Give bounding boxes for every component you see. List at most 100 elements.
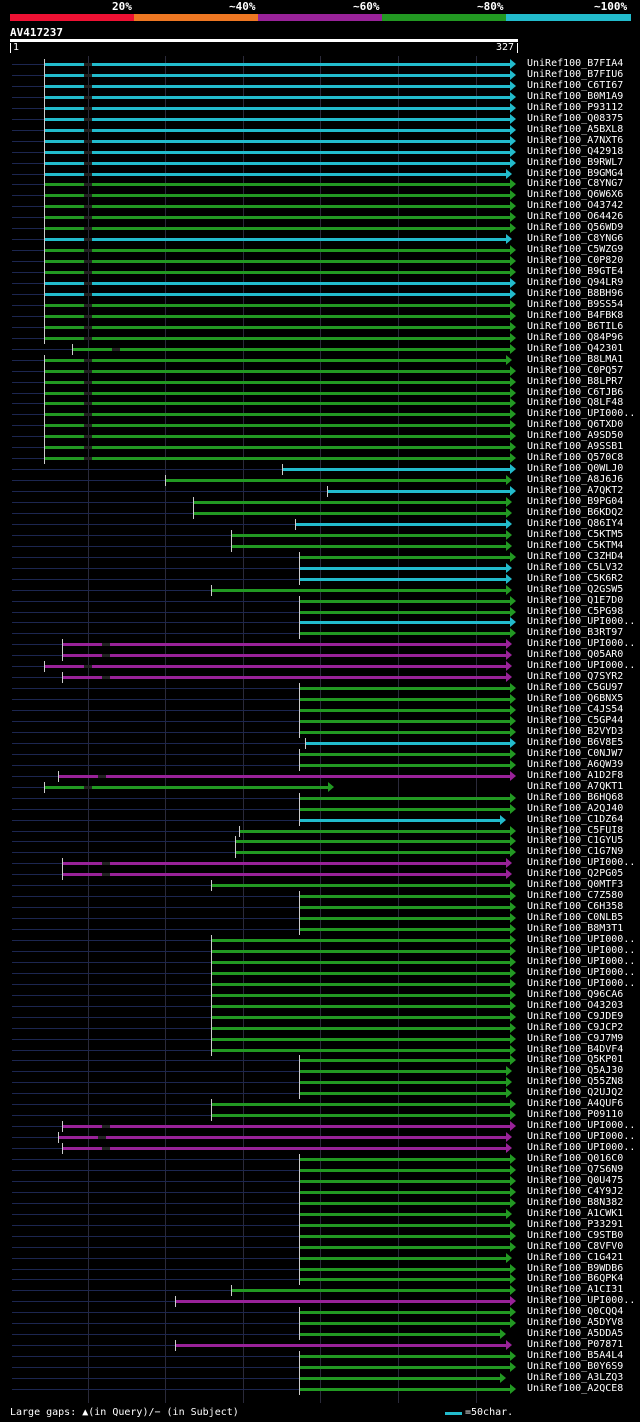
hit-row[interactable]: UniRef100_UPI000.. [0, 857, 640, 869]
hit-label[interactable]: UniRef100_C4Y9J2 [527, 1186, 624, 1197]
hit-alignment-bar[interactable] [211, 961, 510, 964]
hit-alignment-bar[interactable] [299, 1235, 510, 1238]
hit-row[interactable]: UniRef100_C3ZHD4 [0, 551, 640, 563]
hit-row[interactable]: UniRef100_C9JDE9 [0, 1011, 640, 1023]
hit-row[interactable]: UniRef100_B9GTE4 [0, 266, 640, 278]
hit-row[interactable]: UniRef100_A9SSB1 [0, 441, 640, 453]
hit-alignment-bar[interactable] [44, 304, 510, 307]
hit-label[interactable]: UniRef100_Q5AJ30 [527, 1065, 624, 1076]
hit-row[interactable]: UniRef100_UPI000.. [0, 408, 640, 420]
hit-alignment-bar[interactable] [211, 1027, 510, 1030]
hit-row[interactable]: UniRef100_Q0MTF3 [0, 879, 640, 891]
hit-row[interactable]: UniRef100_Q016C0 [0, 1153, 640, 1165]
hit-row[interactable]: UniRef100_B8BH96 [0, 288, 640, 300]
hit-alignment-bar[interactable] [305, 742, 510, 745]
hit-alignment-bar[interactable] [299, 1224, 510, 1227]
hit-alignment-bar[interactable] [44, 162, 510, 165]
hit-alignment-bar[interactable] [282, 468, 510, 471]
hit-row[interactable]: UniRef100_C5GU97 [0, 682, 640, 694]
hit-alignment-bar[interactable] [299, 1180, 510, 1183]
hit-label[interactable]: UniRef100_A2QJ40 [527, 803, 624, 814]
hit-label[interactable]: UniRef100_B9GTE4 [527, 266, 624, 277]
hit-alignment-bar[interactable] [299, 1070, 506, 1073]
hit-label[interactable]: UniRef100_C0NLB5 [527, 912, 624, 923]
hit-label[interactable]: UniRef100_C9JDE9 [527, 1011, 624, 1022]
hit-alignment-bar[interactable] [211, 1038, 510, 1041]
hit-row[interactable]: UniRef100_A5DDA5 [0, 1328, 640, 1340]
hit-alignment-bar[interactable] [211, 589, 506, 592]
hit-row[interactable]: UniRef100_C6TJB6 [0, 387, 640, 399]
hit-alignment-bar[interactable] [44, 205, 510, 208]
hit-label[interactable]: UniRef100_C5GP44 [527, 715, 624, 726]
hit-row[interactable]: UniRef100_C1DZ64 [0, 814, 640, 826]
hit-alignment-bar[interactable] [44, 194, 510, 197]
hit-row[interactable]: UniRef100_Q96CA6 [0, 989, 640, 1001]
hit-label[interactable]: UniRef100_C5K6R2 [527, 573, 624, 584]
hit-alignment-bar[interactable] [299, 1257, 506, 1260]
hit-alignment-bar[interactable] [299, 906, 510, 909]
hit-label[interactable]: UniRef100_A6QW39 [527, 759, 624, 770]
hit-alignment-bar[interactable] [44, 238, 506, 241]
hit-label[interactable]: UniRef100_Q7SYR2 [527, 671, 624, 682]
hit-alignment-bar[interactable] [44, 85, 510, 88]
hit-label[interactable]: UniRef100_C9JCP2 [527, 1022, 624, 1033]
hit-alignment-bar[interactable] [62, 654, 506, 657]
hit-row[interactable]: UniRef100_A9SD50 [0, 430, 640, 442]
hit-alignment-bar[interactable] [299, 1246, 510, 1249]
hit-label[interactable]: UniRef100_A5DDA5 [527, 1328, 624, 1339]
hit-label[interactable]: UniRef100_B0Y6S9 [527, 1361, 624, 1372]
hit-label[interactable]: UniRef100_B4DVF4 [527, 1044, 624, 1055]
hit-row[interactable]: UniRef100_Q0CQQ4 [0, 1306, 640, 1318]
hit-label[interactable]: UniRef100_B9PG04 [527, 496, 624, 507]
hit-row[interactable]: UniRef100_B8LMA1 [0, 354, 640, 366]
hit-alignment-bar[interactable] [299, 1333, 500, 1336]
hit-row[interactable]: UniRef100_UPI000.. [0, 1295, 640, 1307]
hit-alignment-bar[interactable] [211, 1114, 510, 1117]
hit-label[interactable]: UniRef100_C5WZG9 [527, 244, 624, 255]
hit-label[interactable]: UniRef100_UPI000.. [527, 1142, 636, 1153]
hit-label[interactable]: UniRef100_Q016C0 [527, 1153, 624, 1164]
hit-alignment-bar[interactable] [58, 1136, 506, 1139]
hit-alignment-bar[interactable] [299, 709, 510, 712]
hit-label[interactable]: UniRef100_Q2GSW5 [527, 584, 624, 595]
hit-label[interactable]: UniRef100_Q86IY4 [527, 518, 624, 529]
hit-row[interactable]: UniRef100_P33291 [0, 1219, 640, 1231]
hit-row[interactable]: UniRef100_C5PG98 [0, 606, 640, 618]
hit-label[interactable]: UniRef100_Q42301 [527, 343, 624, 354]
hit-row[interactable]: UniRef100_C5FUI8 [0, 825, 640, 837]
hit-alignment-bar[interactable] [211, 994, 510, 997]
hit-label[interactable]: UniRef100_Q6W6X6 [527, 189, 624, 200]
hit-label[interactable]: UniRef100_O43742 [527, 200, 624, 211]
hit-row[interactable]: UniRef100_B9SS54 [0, 299, 640, 311]
hit-label[interactable]: UniRef100_A1CWK1 [527, 1208, 624, 1219]
hit-label[interactable]: UniRef100_C1G421 [527, 1252, 624, 1263]
hit-row[interactable]: UniRef100_Q05AR0 [0, 649, 640, 661]
hit-alignment-bar[interactable] [299, 1169, 510, 1172]
hit-row[interactable]: UniRef100_A1D2F8 [0, 770, 640, 782]
hit-alignment-bar[interactable] [44, 249, 510, 252]
hit-label[interactable]: UniRef100_UPI000.. [527, 934, 636, 945]
hit-alignment-bar[interactable] [299, 1268, 510, 1271]
hit-row[interactable]: UniRef100_B2VYD3 [0, 726, 640, 738]
hit-row[interactable]: UniRef100_Q6TXD0 [0, 419, 640, 431]
hit-alignment-bar[interactable] [231, 1289, 510, 1292]
hit-label[interactable]: UniRef100_C1DZ64 [527, 814, 624, 825]
hit-row[interactable]: UniRef100_P09110 [0, 1109, 640, 1121]
hit-row[interactable]: UniRef100_C6H358 [0, 901, 640, 913]
hit-row[interactable]: UniRef100_C5WZG9 [0, 244, 640, 256]
hit-label[interactable]: UniRef100_UPI000.. [527, 638, 636, 649]
hit-label[interactable]: UniRef100_A3LZQ3 [527, 1372, 624, 1383]
hit-alignment-bar[interactable] [299, 1202, 510, 1205]
hit-alignment-bar[interactable] [44, 216, 510, 219]
hit-alignment-bar[interactable] [44, 359, 506, 362]
hit-label[interactable]: UniRef100_C6H358 [527, 901, 624, 912]
hit-label[interactable]: UniRef100_A7NXT6 [527, 135, 624, 146]
hit-label[interactable]: UniRef100_Q2PG05 [527, 868, 624, 879]
hit-alignment-bar[interactable] [299, 819, 500, 822]
hit-label[interactable]: UniRef100_C5FUI8 [527, 825, 624, 836]
hit-alignment-bar[interactable] [299, 578, 506, 581]
hit-alignment-bar[interactable] [44, 118, 510, 121]
hit-row[interactable]: UniRef100_A6QW39 [0, 759, 640, 771]
hit-alignment-bar[interactable] [299, 1059, 510, 1062]
hit-alignment-bar[interactable] [44, 446, 510, 449]
